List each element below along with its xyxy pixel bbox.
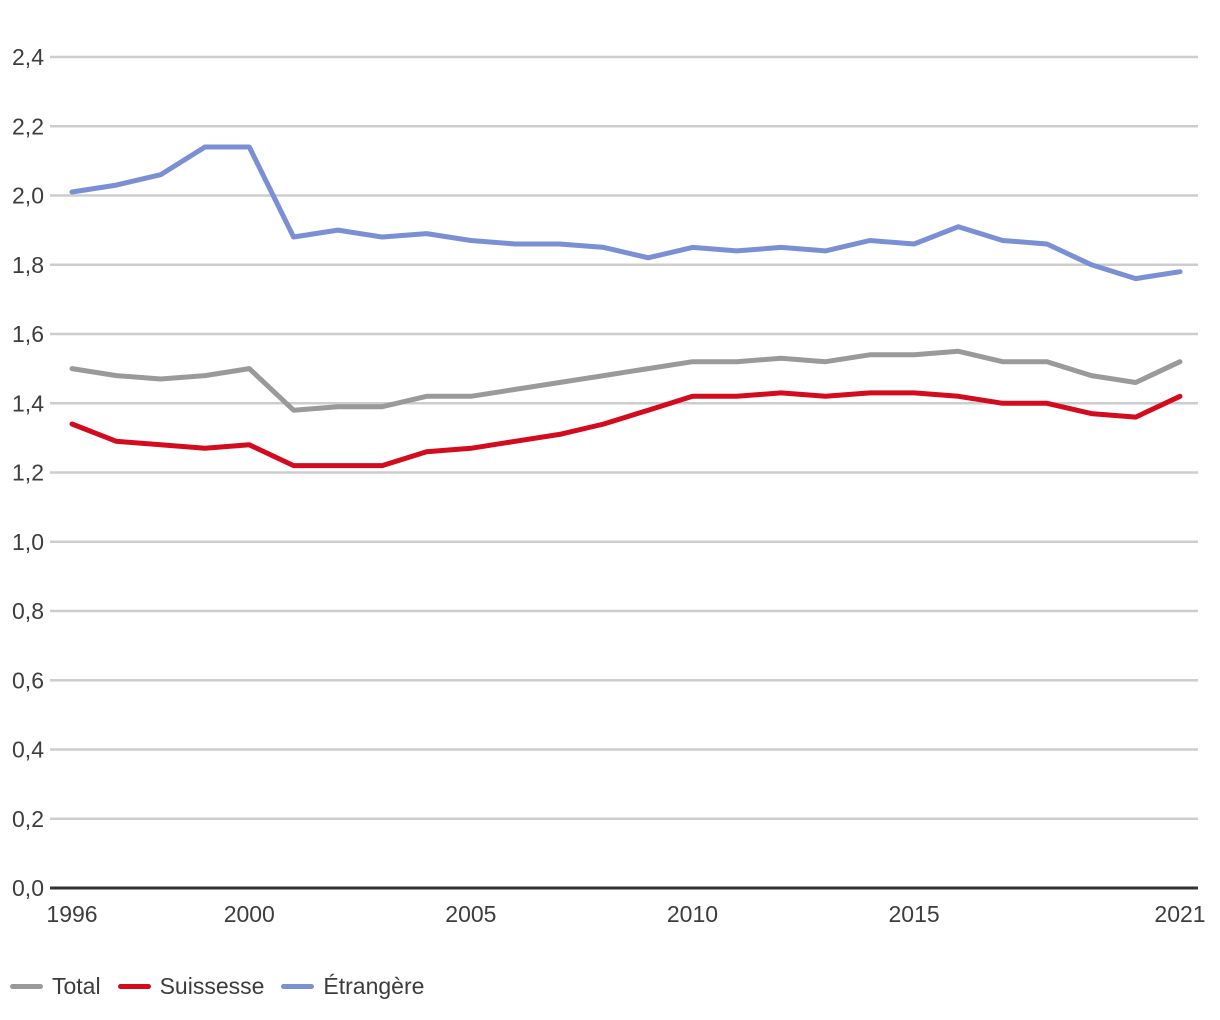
series-line-total — [69, 348, 1183, 413]
y-tick-label: 1,0 — [12, 529, 44, 555]
series-line-suissesse — [69, 390, 1183, 469]
x-tick-label: 2015 — [888, 901, 939, 927]
chart-legend: Total Suissesse Étrangère — [10, 971, 441, 1001]
legend-item-total: Total — [10, 971, 101, 1001]
etrangere-line-swatch — [281, 983, 315, 989]
x-tick-label: 2010 — [667, 901, 718, 927]
legend-label-etrangere: Étrangère — [323, 973, 425, 999]
series-line-étrangère — [69, 144, 1183, 282]
y-tick-label: 1,8 — [12, 252, 44, 278]
x-tick-label: 2005 — [445, 901, 496, 927]
y-tick-label: 1,6 — [12, 321, 44, 347]
legend-item-suissesse: Suissesse — [117, 971, 265, 1001]
x-tick-label: 2000 — [224, 901, 275, 927]
y-tick-label: 0,6 — [12, 667, 44, 693]
y-tick-label: 0,0 — [12, 875, 44, 901]
y-tick-label: 2,4 — [12, 44, 44, 70]
y-tick-label: 0,8 — [12, 598, 44, 624]
y-tick-label: 0,4 — [12, 737, 44, 763]
y-tick-label: 0,2 — [12, 806, 44, 832]
suissesse-line-swatch — [117, 983, 151, 989]
y-tick-label: 2,2 — [12, 113, 44, 139]
line-chart: 0,0 0,2 0,4 0,6 0,8 1,0 1,2 1,4 1,6 1,8 2,0 2,2 2,4 1… — [12, 44, 1206, 927]
x-tick-label: 1996 — [46, 901, 97, 927]
legend-item-etrangere: Étrangère — [281, 971, 424, 1001]
legend-label-suissesse: Suissesse — [159, 973, 265, 999]
y-tick-label: 2,0 — [12, 183, 44, 209]
x-tick-label: 2021 — [1154, 901, 1205, 927]
y-tick-label: 1,4 — [12, 390, 44, 416]
total-line-swatch — [10, 983, 43, 989]
y-tick-label: 1,2 — [12, 460, 44, 486]
legend-label-total: Total — [52, 973, 101, 999]
